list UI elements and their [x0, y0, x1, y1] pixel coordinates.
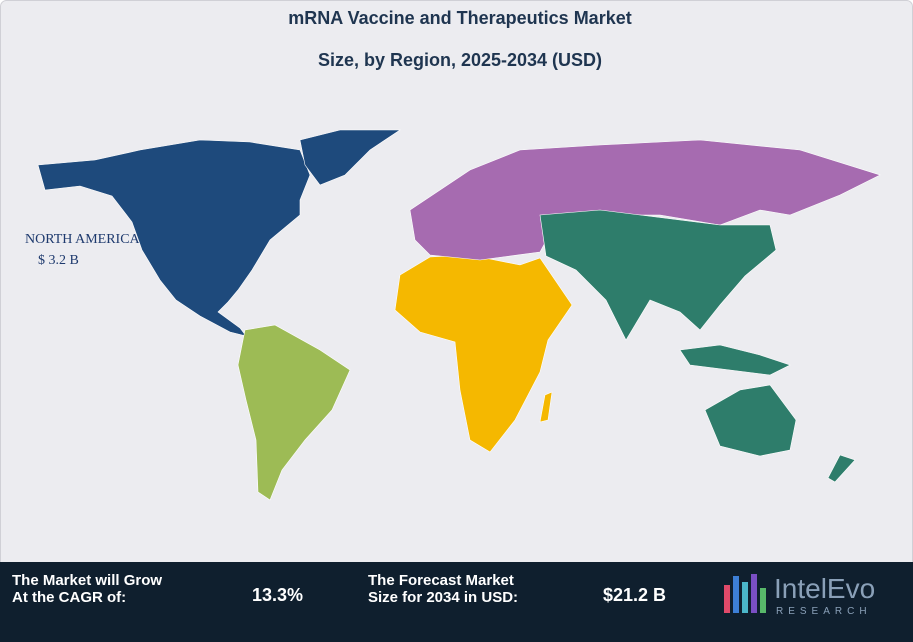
- region-label: NORTH AMERICA: [25, 232, 141, 247]
- madagascar: [539, 391, 553, 423]
- south-america: [237, 324, 351, 501]
- africa: [394, 254, 573, 453]
- forecast-value: $21.2 B: [603, 585, 666, 605]
- indonesia: [679, 344, 791, 376]
- greenland: [299, 129, 401, 186]
- world-map: [37, 129, 881, 501]
- forecast-label: Size for 2034 in USD:: [368, 589, 518, 606]
- north-america: [37, 139, 311, 337]
- asia: [539, 209, 777, 341]
- title-line: Size, by Region, 2025-2034 (USD): [318, 50, 602, 70]
- australia: [704, 384, 797, 457]
- region-value: $ 3.2 B: [38, 253, 79, 268]
- logo-icon: [724, 574, 766, 613]
- logo-name: IntelEvo: [774, 573, 875, 604]
- cagr-value: 13.3%: [252, 585, 303, 605]
- title-line: mRNA Vaccine and Therapeutics Market: [288, 8, 631, 28]
- new-zealand: [827, 454, 856, 483]
- cagr-label: The Market will Grow: [12, 572, 162, 589]
- europe-russia: [409, 139, 881, 261]
- logo-tagline: RESEARCH: [776, 606, 872, 617]
- cagr-label: At the CAGR of:: [12, 589, 126, 606]
- forecast-label: The Forecast Market: [368, 572, 514, 589]
